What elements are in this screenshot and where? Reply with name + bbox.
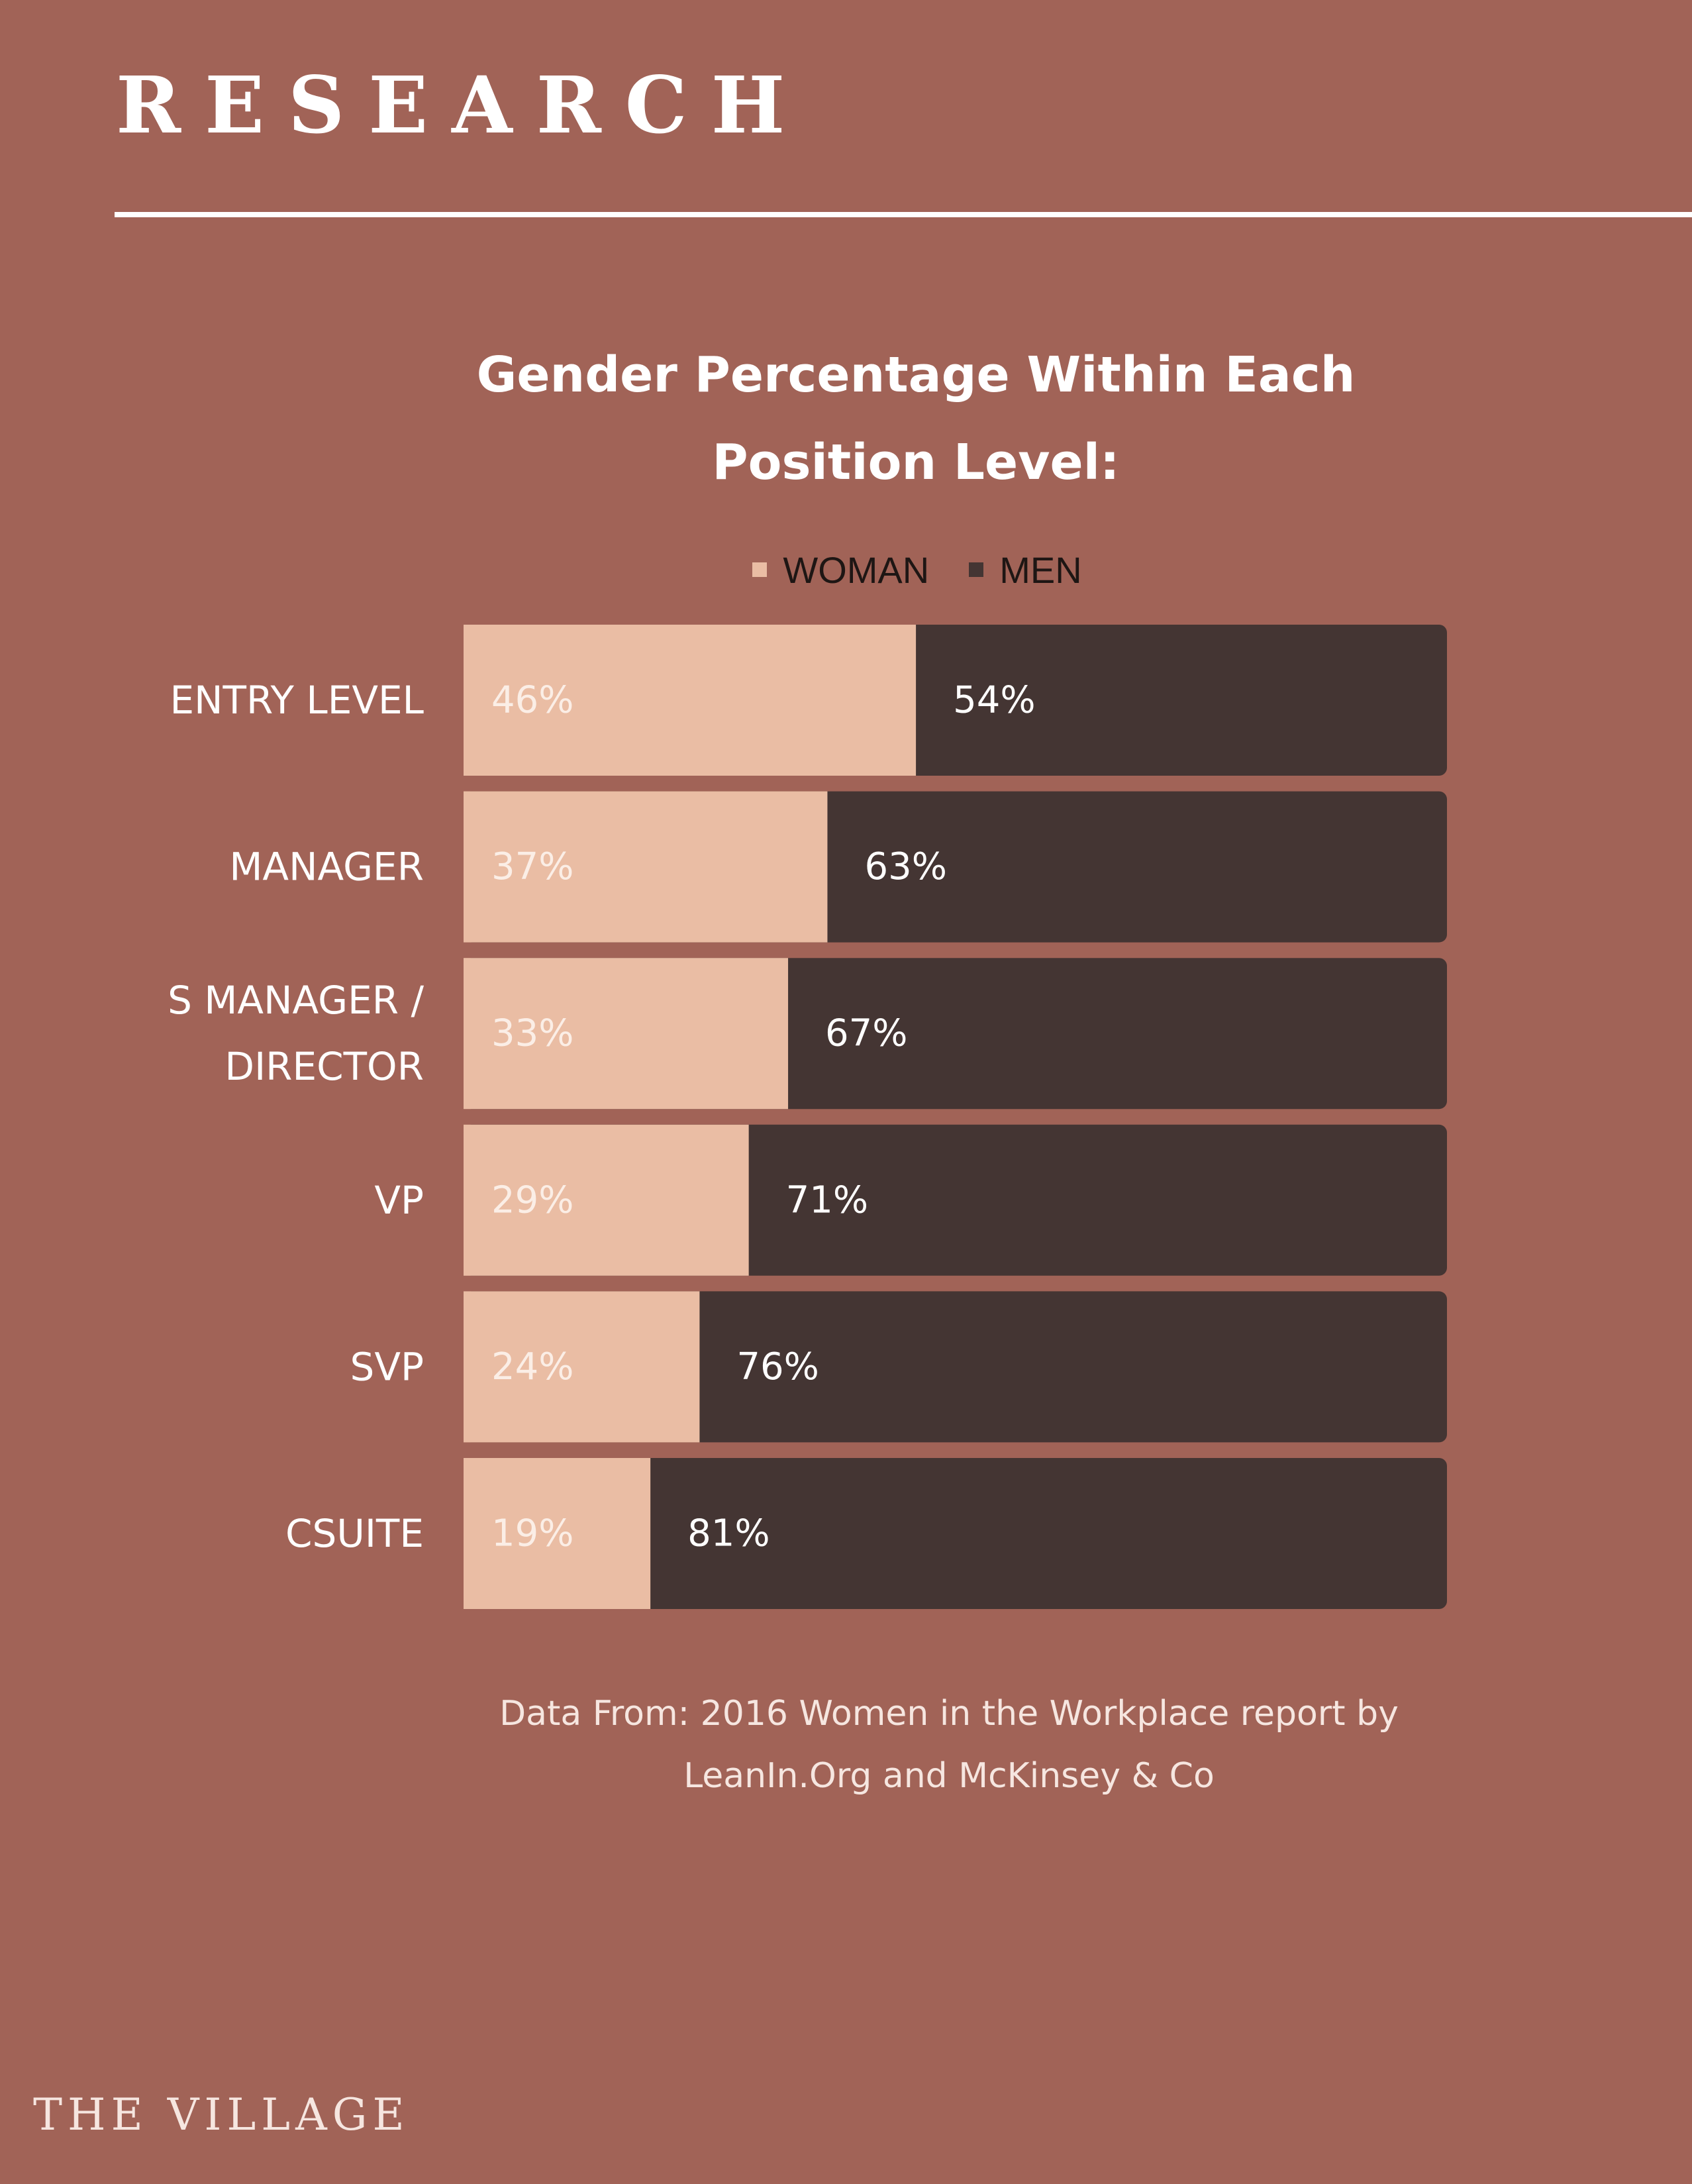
chart-title: Gender Percentage Within Each Position L… bbox=[386, 331, 1446, 506]
value-label-men-svp: 76% bbox=[736, 1345, 819, 1388]
brand-wordmark: THE VILLAGE bbox=[33, 2089, 410, 2140]
data-source-note: Data From: 2016 Women in the Workplace r… bbox=[419, 1683, 1479, 1807]
legend-swatch-men bbox=[969, 562, 984, 577]
value-label-men-entry-level: 54% bbox=[953, 679, 1035, 722]
value-label-woman-manager: 37% bbox=[491, 845, 573, 888]
category-label-s-manager-director-line-2: DIRECTOR bbox=[224, 1044, 424, 1089]
legend-label-woman: WOMAN bbox=[783, 548, 930, 591]
legend-item-woman: WOMAN bbox=[752, 548, 929, 592]
category-label-csuite: CSUITE bbox=[285, 1511, 424, 1556]
data-source-line-2: LeanIn.Org and McKinsey & Co bbox=[683, 1756, 1215, 1796]
value-label-woman-vp: 29% bbox=[491, 1178, 573, 1222]
category-label-vp: VP bbox=[374, 1178, 424, 1223]
value-label-woman-entry-level: 46% bbox=[491, 679, 573, 722]
chart-title-line-1: Gender Percentage Within Each bbox=[476, 346, 1356, 403]
data-source-line-1: Data From: 2016 Women in the Workplace r… bbox=[499, 1694, 1399, 1734]
bar-woman-s-manager-director bbox=[464, 958, 789, 1110]
value-label-woman-s-manager-director: 33% bbox=[491, 1012, 573, 1055]
bar-men-svp bbox=[464, 1291, 1447, 1443]
category-label-s-manager-director-line-1: S MANAGER / bbox=[168, 978, 424, 1023]
legend-item-men: MEN bbox=[969, 548, 1082, 592]
value-label-men-s-manager-director: 67% bbox=[825, 1012, 907, 1055]
bar-woman-vp bbox=[464, 1124, 749, 1276]
bar-woman-csuite bbox=[464, 1458, 651, 1609]
value-label-woman-svp: 24% bbox=[491, 1345, 573, 1388]
legend-swatch-woman bbox=[752, 562, 768, 577]
value-label-men-manager: 63% bbox=[864, 845, 946, 888]
bar-woman-svp bbox=[464, 1291, 700, 1443]
value-label-men-csuite: 81% bbox=[687, 1512, 770, 1555]
value-label-men-vp: 71% bbox=[786, 1178, 868, 1222]
bar-woman-manager bbox=[464, 791, 828, 943]
page-title: RESEARCH bbox=[116, 59, 809, 151]
chart-legend: WOMAN MEN bbox=[464, 543, 1371, 596]
category-label-svp: SVP bbox=[350, 1344, 424, 1389]
category-label-entry-level: ENTRY LEVEL bbox=[170, 678, 424, 723]
bar-men-csuite bbox=[464, 1458, 1447, 1609]
legend-label-men: MEN bbox=[999, 548, 1082, 591]
header-divider bbox=[115, 212, 1692, 217]
value-label-woman-csuite: 19% bbox=[491, 1512, 573, 1555]
category-label-manager: MANAGER bbox=[229, 845, 424, 890]
bar-woman-entry-level bbox=[464, 625, 917, 776]
chart-title-line-2: Position Level: bbox=[712, 434, 1120, 491]
